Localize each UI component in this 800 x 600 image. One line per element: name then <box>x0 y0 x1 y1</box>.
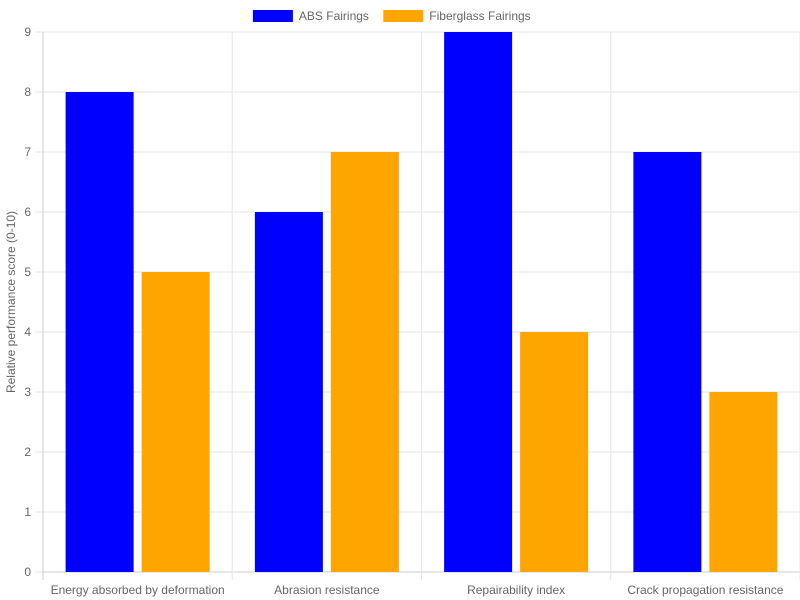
bar-fiberglass-fairings-0[interactable] <box>141 272 210 572</box>
legend-swatch[interactable] <box>383 10 424 22</box>
y-tick-labels: 0 1 2 3 4 5 6 7 8 9 <box>24 25 31 579</box>
legend-label[interactable]: ABS Fairings <box>299 9 369 23</box>
y-tick-label: 7 <box>24 145 31 159</box>
x-tick-label: Repairability index <box>467 583 565 597</box>
bar-fiberglass-fairings-1[interactable] <box>330 152 399 572</box>
bar-fiberglass-fairings-3[interactable] <box>709 392 778 572</box>
y-tick-label: 3 <box>24 385 31 399</box>
y-tick-label: 1 <box>24 505 31 519</box>
y-tick-label: 9 <box>24 25 31 39</box>
legend-label[interactable]: Fiberglass Fairings <box>429 9 530 23</box>
y-tick-label: 2 <box>24 445 31 459</box>
bar-abs-fairings-1[interactable] <box>254 212 323 572</box>
x-tick-label: Abrasion resistance <box>274 583 380 597</box>
bar-abs-fairings-2[interactable] <box>444 32 513 572</box>
y-tick-label: 6 <box>24 205 31 219</box>
y-tick-label: 4 <box>24 325 31 339</box>
x-tick-label: Crack propagation resistance <box>627 583 783 597</box>
x-tick-label: Energy absorbed by deformation <box>51 583 225 597</box>
bar-abs-fairings-0[interactable] <box>65 92 134 572</box>
legend: ABS Fairings Fiberglass Fairings <box>252 9 531 23</box>
y-axis-title: Relative performance score (0-10) <box>4 211 18 393</box>
x-tick-labels: Energy absorbed by deformation Abrasion r… <box>51 583 784 597</box>
y-tick-label: 5 <box>24 265 31 279</box>
bars <box>65 32 778 572</box>
y-tick-label: 0 <box>24 565 31 579</box>
y-tick-label: 8 <box>24 85 31 99</box>
bar-fiberglass-fairings-2[interactable] <box>520 332 589 572</box>
legend-swatch[interactable] <box>252 10 293 22</box>
bar-abs-fairings-3[interactable] <box>633 152 702 572</box>
